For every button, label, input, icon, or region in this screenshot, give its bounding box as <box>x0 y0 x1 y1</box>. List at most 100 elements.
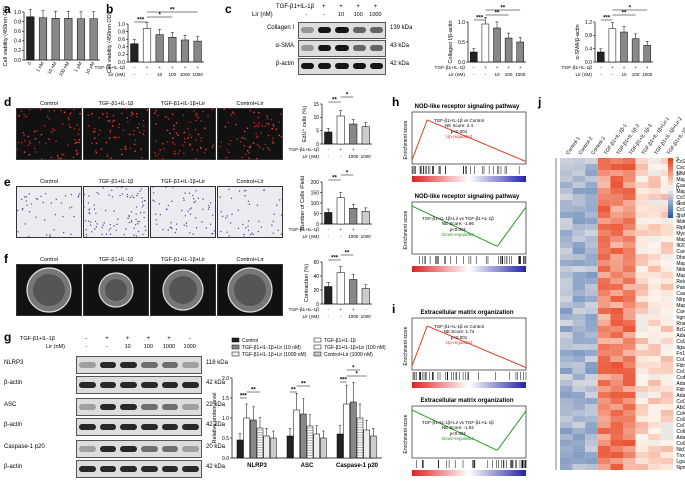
heat-cell <box>585 356 598 362</box>
gene-label: Panx1 <box>676 285 685 291</box>
cell-dot <box>48 138 50 140</box>
heat-cell <box>585 452 598 458</box>
heat-cell <box>635 416 649 422</box>
heat-cell <box>623 212 636 218</box>
blot-band <box>369 63 383 69</box>
blot-kda: 42 kDa <box>206 380 226 386</box>
cell-dot <box>54 213 57 216</box>
cell-dot <box>141 206 144 208</box>
cell-dot <box>170 221 172 224</box>
x-tick-label: NLRP3 <box>247 463 267 469</box>
cell-dot <box>207 208 210 210</box>
heat-cell <box>572 434 586 440</box>
heat-cell <box>648 236 661 242</box>
heat-cell <box>597 404 611 410</box>
heat-cell <box>560 182 573 188</box>
heat-cell <box>635 398 649 404</box>
cell-dot <box>163 148 165 150</box>
heat-cell <box>597 386 611 392</box>
x-tick-label: 0 <box>27 61 34 67</box>
cell-dot <box>257 116 259 119</box>
cell-dot <box>152 199 154 201</box>
cell-dot <box>102 113 104 115</box>
heat-cell <box>648 404 661 410</box>
heat-cell <box>660 362 674 368</box>
cell-dot <box>165 115 168 118</box>
cell-dot <box>260 226 262 228</box>
heat-cell <box>623 170 636 176</box>
gene-label: Mapk8 <box>676 189 685 195</box>
y-tick-label: 1.2 <box>585 20 592 26</box>
row2-value: - <box>340 154 342 159</box>
gene-label: Npnt <box>676 465 685 471</box>
heat-cell <box>597 434 611 440</box>
cell-dot <box>84 220 87 222</box>
heat-cell <box>635 344 649 350</box>
gsea-title: Extracellular matrix organization <box>420 310 514 316</box>
blot-c-lir: - <box>305 12 308 18</box>
heat-cell <box>623 452 636 458</box>
row2-value: - <box>340 314 342 319</box>
heat-cell <box>648 332 661 338</box>
heat-cell <box>610 464 623 470</box>
cell-dot <box>223 108 226 110</box>
heat-cell <box>560 362 573 368</box>
cell-dot <box>229 139 232 142</box>
y-tick-label: 0.8 <box>118 29 125 35</box>
heat-cell <box>623 392 636 398</box>
y-tick-label: 0.2 <box>118 52 125 58</box>
heat-cell <box>635 338 649 344</box>
row1-value: - <box>473 66 475 71</box>
blot-band <box>352 45 366 51</box>
heat-cell <box>560 356 573 362</box>
heat-cell <box>623 290 636 296</box>
heat-cell <box>560 164 573 170</box>
heat-cell <box>572 338 586 344</box>
row2-value: 10 <box>157 72 163 77</box>
cell-dot <box>141 201 144 203</box>
heat-cell <box>635 302 649 308</box>
micro-texture <box>17 193 81 238</box>
heat-cell <box>585 278 598 284</box>
heat-cell <box>660 320 674 326</box>
heat-cell <box>610 266 623 272</box>
blot-band <box>182 404 199 410</box>
cell-dot <box>141 156 143 159</box>
heat-cell <box>623 374 636 380</box>
cell-dot <box>116 223 118 226</box>
cell-dot <box>208 206 211 209</box>
cell-dot <box>280 135 283 138</box>
heat-cell <box>635 326 649 332</box>
cell-dot <box>272 142 275 144</box>
blot-band <box>120 466 137 472</box>
row2-value: 1000 <box>361 154 372 159</box>
cell-dot <box>230 197 233 200</box>
heat-cell <box>648 308 661 314</box>
gsea-stats: TGF-β1+IL-1β+Lir vs TGF-β1+IL-1β NE Score… <box>422 216 494 238</box>
blot-band <box>182 424 199 430</box>
heat-cell <box>648 176 661 182</box>
cell-dot <box>76 141 78 144</box>
heat-cell <box>660 434 674 440</box>
y-tick-label: 1.0 <box>458 20 465 26</box>
row2-value: - <box>485 72 487 77</box>
cell-dot <box>256 204 259 206</box>
blot-c-sign: - <box>305 4 308 10</box>
scale-cell <box>668 206 673 209</box>
cell-dot <box>155 155 157 157</box>
heat-cell <box>648 260 661 266</box>
micro-title: Control+Lir <box>236 101 264 107</box>
x-tick-label: 1 nM <box>35 61 46 73</box>
cell-dot <box>35 198 38 200</box>
y-axis-label: α-SMA/β-actin <box>575 24 581 59</box>
heat-cell <box>648 188 661 194</box>
heat-cell <box>610 302 623 308</box>
row1-value: + <box>623 66 626 71</box>
cell-dot <box>167 204 169 207</box>
blot-label: β-actin <box>275 61 294 67</box>
heat-cell <box>572 182 586 188</box>
heat-cell <box>623 236 636 242</box>
heat-cell <box>623 200 636 206</box>
cell-dot <box>89 224 92 226</box>
cell-dot <box>195 190 197 192</box>
